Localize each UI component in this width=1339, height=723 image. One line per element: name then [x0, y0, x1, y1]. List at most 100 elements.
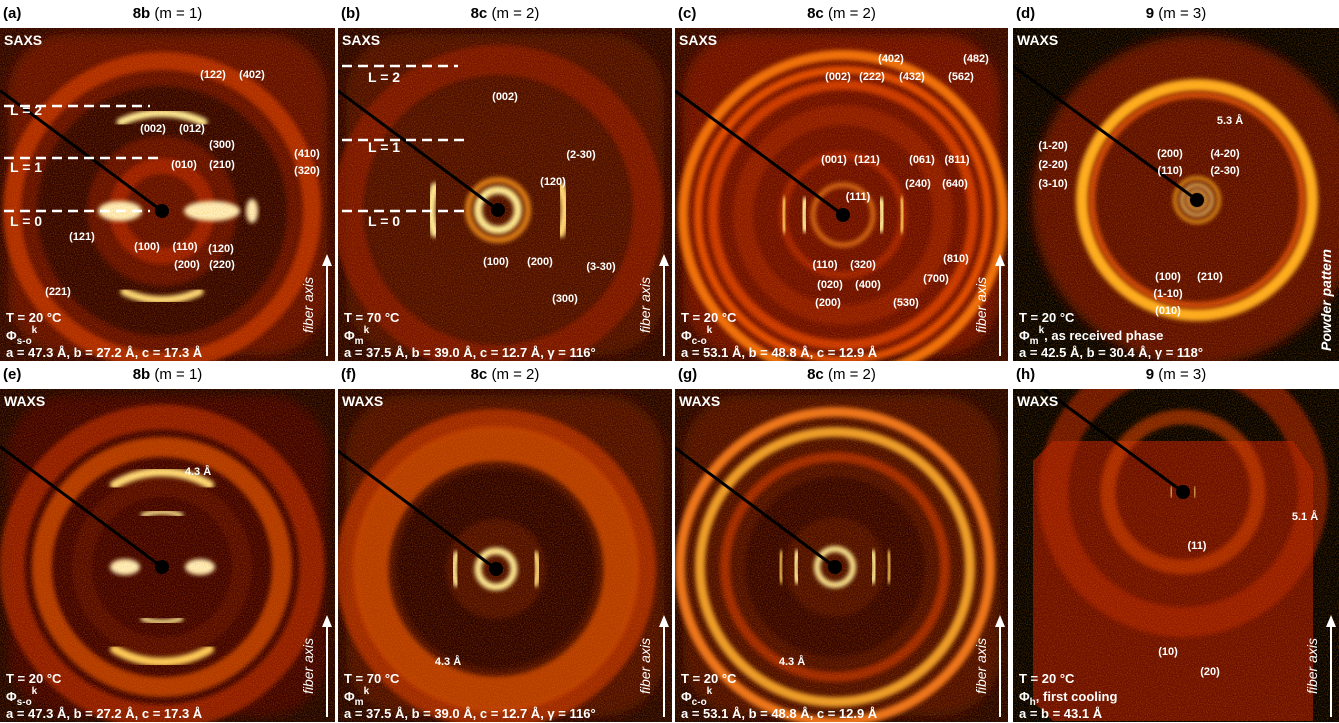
reflection-label: (562) — [948, 71, 974, 83]
reflection-label: (1-20) — [1038, 140, 1068, 152]
beam-center — [1176, 485, 1190, 499]
layer-label: L = 0 — [10, 213, 42, 229]
lattice: a = 53.1 Å, b = 48.8 Å, c = 12.9 Å — [681, 345, 878, 360]
condition: (m = 1) — [154, 366, 202, 383]
noise — [0, 389, 335, 722]
panel-title: 9 (m = 3) — [1146, 5, 1206, 22]
phase-sup: k — [32, 325, 38, 336]
phase-symbol: Φ — [1019, 328, 1030, 343]
reflection-label: (3-30) — [586, 261, 616, 273]
arrow-head — [322, 615, 332, 627]
phase: Φmk — [344, 686, 370, 708]
image-body — [0, 389, 335, 722]
phase-sup: k — [707, 686, 713, 697]
reflection-label: (300) — [552, 293, 578, 305]
technique: WAXS — [342, 393, 383, 409]
diffraction-image — [338, 389, 672, 722]
condition: (m = 2) — [491, 366, 539, 383]
layer-label: L = 1 — [368, 139, 400, 155]
phase: Φc-ok — [681, 686, 713, 708]
noise — [338, 389, 672, 722]
beam-stop — [0, 445, 163, 569]
image-body — [338, 389, 672, 722]
reflection-label: (010) — [1155, 305, 1181, 317]
side-label: Powder pattern — [1318, 249, 1334, 351]
fiber-axis-label: fiber axis — [300, 638, 316, 694]
diffraction-image — [1013, 28, 1339, 361]
lattice: a = 47.3 Å, b = 27.2 Å, c = 17.3 Å — [6, 345, 203, 360]
arrow-head — [995, 254, 1005, 266]
noise — [675, 389, 1008, 722]
phase-sub: s-o — [17, 697, 32, 708]
panel: (a) 8b (m = 1) SAXS L = 2 L = 1 L = 0 (122) (40… — [0, 5, 335, 361]
reflection-label: (122) — [200, 69, 226, 81]
reflection-label: (640) — [942, 178, 968, 190]
reflection-label: (200) — [815, 297, 841, 309]
temperature: T = 20 °C — [681, 671, 737, 686]
condition: (m = 2) — [828, 5, 876, 22]
reflection-label: (20) — [1200, 666, 1220, 678]
technique: SAXS — [342, 32, 380, 48]
reflection-label: (410) — [294, 148, 320, 160]
phase-symbol: Φ — [681, 689, 692, 704]
beam-stop — [675, 89, 844, 217]
lattice: a = 37.5 Å, b = 39.0 Å, c = 12.7 Å, γ = … — [344, 706, 596, 721]
arrow-head — [995, 615, 1005, 627]
condition: (m = 1) — [154, 5, 202, 22]
noise — [1013, 389, 1339, 722]
phase-sub: c-o — [692, 336, 707, 347]
phase-symbol: Φ — [6, 328, 17, 343]
panel-label: (a) — [3, 5, 21, 22]
technique: WAXS — [4, 393, 45, 409]
noise — [675, 28, 1008, 361]
reflection-label: (400) — [855, 279, 881, 291]
fiber-axis-label: fiber axis — [300, 277, 316, 333]
layer-label: L = 2 — [10, 102, 42, 118]
beam-center — [828, 560, 842, 574]
compound: 8b — [133, 366, 151, 383]
phase-sup: k — [364, 686, 370, 697]
beam-stop — [338, 89, 499, 212]
technique: WAXS — [1017, 393, 1058, 409]
reflection-label: (222) — [859, 71, 885, 83]
arrow-head — [1326, 615, 1336, 627]
panel-label: (b) — [341, 5, 360, 22]
phase: Φs-ok — [6, 325, 38, 347]
panel-label: (c) — [678, 5, 696, 22]
reflection-label: (10) — [1158, 646, 1178, 658]
phase-sup: k — [707, 325, 713, 336]
beam-stop — [675, 446, 836, 569]
reflection-label: 4.3 Å — [779, 655, 805, 668]
panel-label: (h) — [1016, 366, 1035, 383]
phase-sub: m — [355, 697, 364, 708]
reflection-label: (530) — [893, 297, 919, 309]
reflection-label: (210) — [209, 159, 235, 171]
arrow-head — [659, 254, 669, 266]
reflection-label: (002) — [825, 71, 851, 83]
image-body — [338, 28, 672, 361]
temperature: T = 20 °C — [681, 310, 737, 325]
phase: Φs-ok — [6, 686, 38, 708]
reflection-label: (020) — [817, 279, 843, 291]
beam-stop — [1013, 64, 1198, 202]
reflection-label: (700) — [923, 273, 949, 285]
diffraction-image — [1013, 389, 1339, 722]
reflection-label: (100) — [1155, 271, 1181, 283]
panel-title: 8c (m = 2) — [471, 366, 540, 383]
image-body — [0, 28, 335, 361]
reflection-label: (221) — [45, 286, 71, 298]
arrow-head — [659, 615, 669, 627]
image-body — [675, 389, 1008, 722]
reflection-label: (200) — [174, 259, 200, 271]
technique: WAXS — [679, 393, 720, 409]
reflection-label: (110) — [1157, 165, 1182, 177]
phase: Φmk — [344, 325, 370, 347]
reflection-label: (810) — [943, 253, 969, 265]
phase: Φh, first cooling — [1019, 689, 1117, 708]
reflection-label: (11) — [1188, 540, 1207, 552]
phase-sup: k — [1039, 325, 1045, 336]
reflection-label: (482) — [963, 53, 989, 65]
